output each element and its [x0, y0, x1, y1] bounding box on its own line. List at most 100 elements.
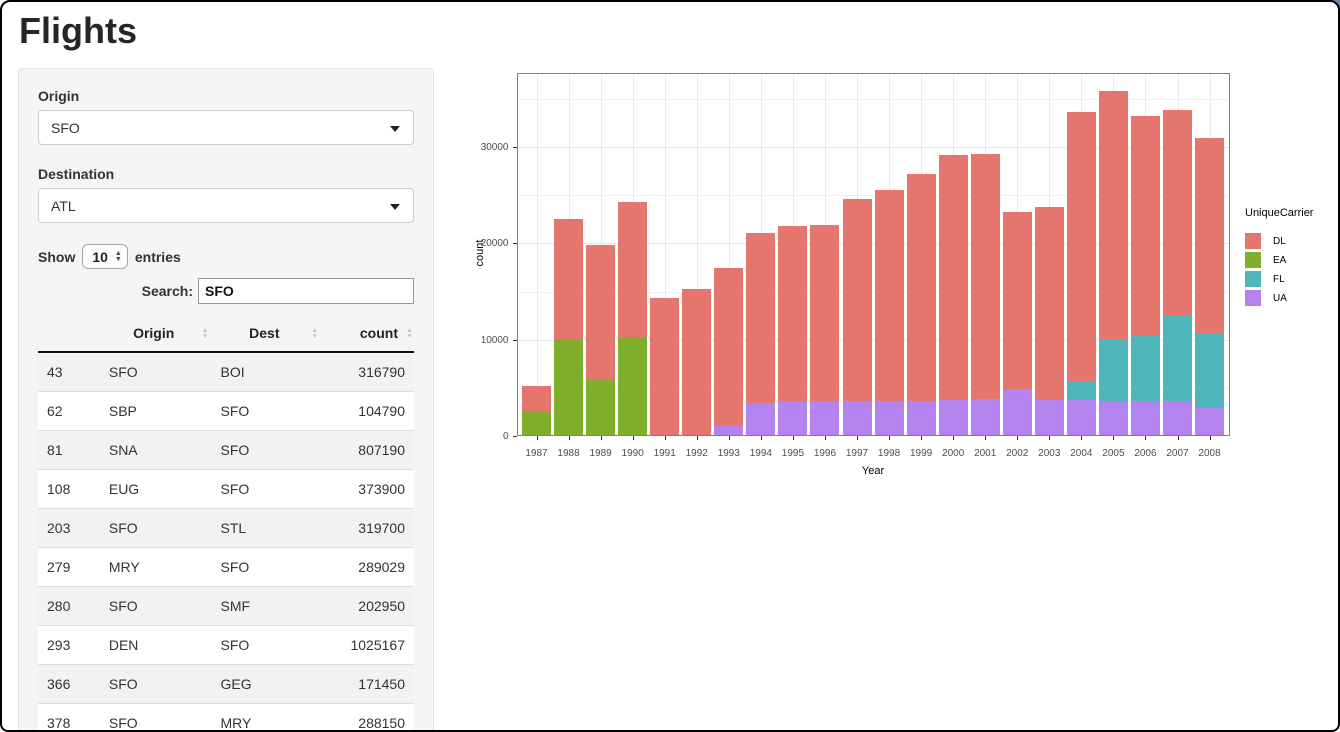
- flights-table-body: 43 SFO BOI 316790 62 SBP SFO 104790 81 SNA SFO 8071…: [38, 352, 414, 730]
- count-cell: 319700: [319, 508, 414, 548]
- table-row[interactable]: 203 SFO STL 319700: [38, 508, 414, 548]
- bar-segment-dl: [810, 225, 840, 402]
- grid-line-vertical: [1177, 73, 1179, 436]
- table-row[interactable]: 43 SFO BOI 316790: [38, 352, 414, 392]
- row-index-cell: 279: [38, 547, 98, 587]
- origin-cell: SFO: [97, 508, 210, 548]
- origin-cell: EUG: [97, 469, 210, 509]
- x-tick-mark: [1177, 436, 1179, 440]
- grid-line-minor: [516, 195, 1230, 197]
- x-tick-mark: [536, 436, 538, 440]
- x-tick-label: 1994: [749, 448, 772, 459]
- bar-segment-dl: [682, 288, 712, 436]
- count-cell: 288150: [319, 703, 414, 730]
- grid-line-vertical: [824, 73, 826, 436]
- grid-line-vertical: [985, 73, 987, 436]
- bar-segment-dl: [1163, 109, 1192, 316]
- bar-segment-ea: [618, 336, 648, 436]
- x-tick-label: 2005: [1102, 448, 1125, 459]
- grid-line-vertical: [921, 73, 923, 436]
- bar-segment-fl: [1130, 334, 1160, 402]
- search-input[interactable]: [198, 278, 414, 304]
- x-tick-mark: [824, 436, 826, 440]
- legend-swatch-ea: [1245, 252, 1261, 268]
- bar-segment-dl: [1034, 206, 1064, 401]
- origin-select[interactable]: SFO: [38, 110, 414, 145]
- x-tick-label: 2006: [1134, 448, 1157, 459]
- count-cell: 171450: [319, 664, 414, 704]
- destination-select[interactable]: ATL: [38, 188, 414, 223]
- bar-segment-dl: [650, 298, 680, 436]
- grid-line-vertical: [600, 73, 602, 436]
- table-row[interactable]: 366 SFO GEG 171450: [38, 664, 414, 704]
- bar-segment-dl: [1195, 137, 1225, 333]
- table-row[interactable]: 378 SFO MRY 288150: [38, 703, 414, 730]
- bar-segment-dl: [906, 174, 936, 402]
- origin-cell: SFO: [97, 703, 210, 730]
- table-row[interactable]: 293 DEN SFO 1025167: [38, 625, 414, 665]
- x-tick-label: 1996: [813, 448, 837, 459]
- bar-segment-ua: [970, 399, 1000, 436]
- y-tick-mark: [512, 436, 517, 437]
- bar-segment-dl: [746, 232, 776, 404]
- x-tick-mark: [696, 436, 698, 440]
- table-header-origin[interactable]: Origin ▲ ▼: [97, 317, 210, 353]
- grid-line-vertical: [760, 73, 762, 436]
- sort-both-icon: ▲ ▼: [201, 327, 209, 340]
- bar-segment-dl: [970, 153, 1000, 400]
- y-tick-mark: [512, 339, 517, 341]
- dest-cell: SFO: [209, 430, 320, 470]
- x-tick-mark: [921, 436, 923, 440]
- bar-segment-ua: [1002, 388, 1032, 436]
- x-tick-mark: [664, 436, 666, 440]
- grid-line-minor: [516, 98, 1230, 100]
- bar-segment-ua: [1034, 400, 1064, 436]
- x-tick-mark: [953, 436, 955, 440]
- table-row[interactable]: 108 EUG SFO 373900: [38, 469, 414, 509]
- origin-label: Origin: [38, 88, 80, 104]
- flights-table: Origin ▲ ▼ Dest ▲ ▼ count ▲ ▼ 43 SFO BOI 316790 62 SB…: [38, 317, 414, 730]
- page-length-select[interactable]: 10 ▲ ▼: [82, 244, 128, 269]
- table-row[interactable]: 81 SNA SFO 807190: [38, 430, 414, 470]
- bar-segment-dl: [522, 385, 551, 411]
- x-tick-mark: [985, 436, 987, 440]
- y-tick-mark: [512, 243, 517, 245]
- bar-segment-ea: [586, 380, 616, 436]
- sidebar-panel: Origin SFO Destination ATL Show 10 ▲ ▼ en…: [18, 68, 434, 730]
- x-tick-mark: [600, 436, 602, 440]
- count-cell: 316790: [319, 352, 414, 392]
- grid-line-major: [516, 339, 1230, 341]
- row-index-cell: 293: [38, 625, 98, 665]
- dest-cell: SFO: [209, 625, 320, 665]
- bar-segment-dl: [586, 245, 616, 381]
- grid-line-vertical: [1049, 73, 1051, 436]
- bar-segment-dl: [842, 199, 872, 402]
- table-header-count[interactable]: count ▲ ▼: [319, 317, 414, 353]
- legend-title: UniqueCarrier: [1245, 207, 1314, 219]
- origin-cell: SFO: [97, 664, 210, 704]
- page-title: Flights: [19, 10, 137, 51]
- y-axis-label: count: [474, 239, 486, 266]
- dest-cell: SMF: [209, 586, 320, 626]
- table-header-dest[interactable]: Dest ▲ ▼: [209, 317, 320, 353]
- y-tick-label: 10000: [480, 334, 509, 346]
- row-index-cell: 43: [38, 352, 98, 392]
- count-cell: 289029: [319, 547, 414, 587]
- search-label: Search:: [141, 283, 193, 299]
- grid-line-vertical: [953, 73, 955, 436]
- table-row[interactable]: 279 MRY SFO 289029: [38, 547, 414, 587]
- flights-table-head: Origin ▲ ▼ Dest ▲ ▼ count ▲ ▼: [38, 317, 414, 353]
- dest-cell: BOI: [209, 352, 320, 392]
- dest-cell: SFO: [209, 547, 320, 587]
- dest-cell: SFO: [209, 469, 320, 509]
- y-tick-mark: [512, 147, 517, 149]
- sort-both-icon: ▲ ▼: [311, 327, 319, 340]
- bar-segment-ua: [810, 401, 840, 436]
- bar-segment-ua: [938, 400, 968, 436]
- row-index-cell: 81: [38, 430, 98, 470]
- table-row[interactable]: 62 SBP SFO 104790: [38, 391, 414, 431]
- grid-line-vertical: [568, 73, 570, 436]
- row-index-cell: 280: [38, 586, 98, 626]
- table-row[interactable]: 280 SFO SMF 202950: [38, 586, 414, 626]
